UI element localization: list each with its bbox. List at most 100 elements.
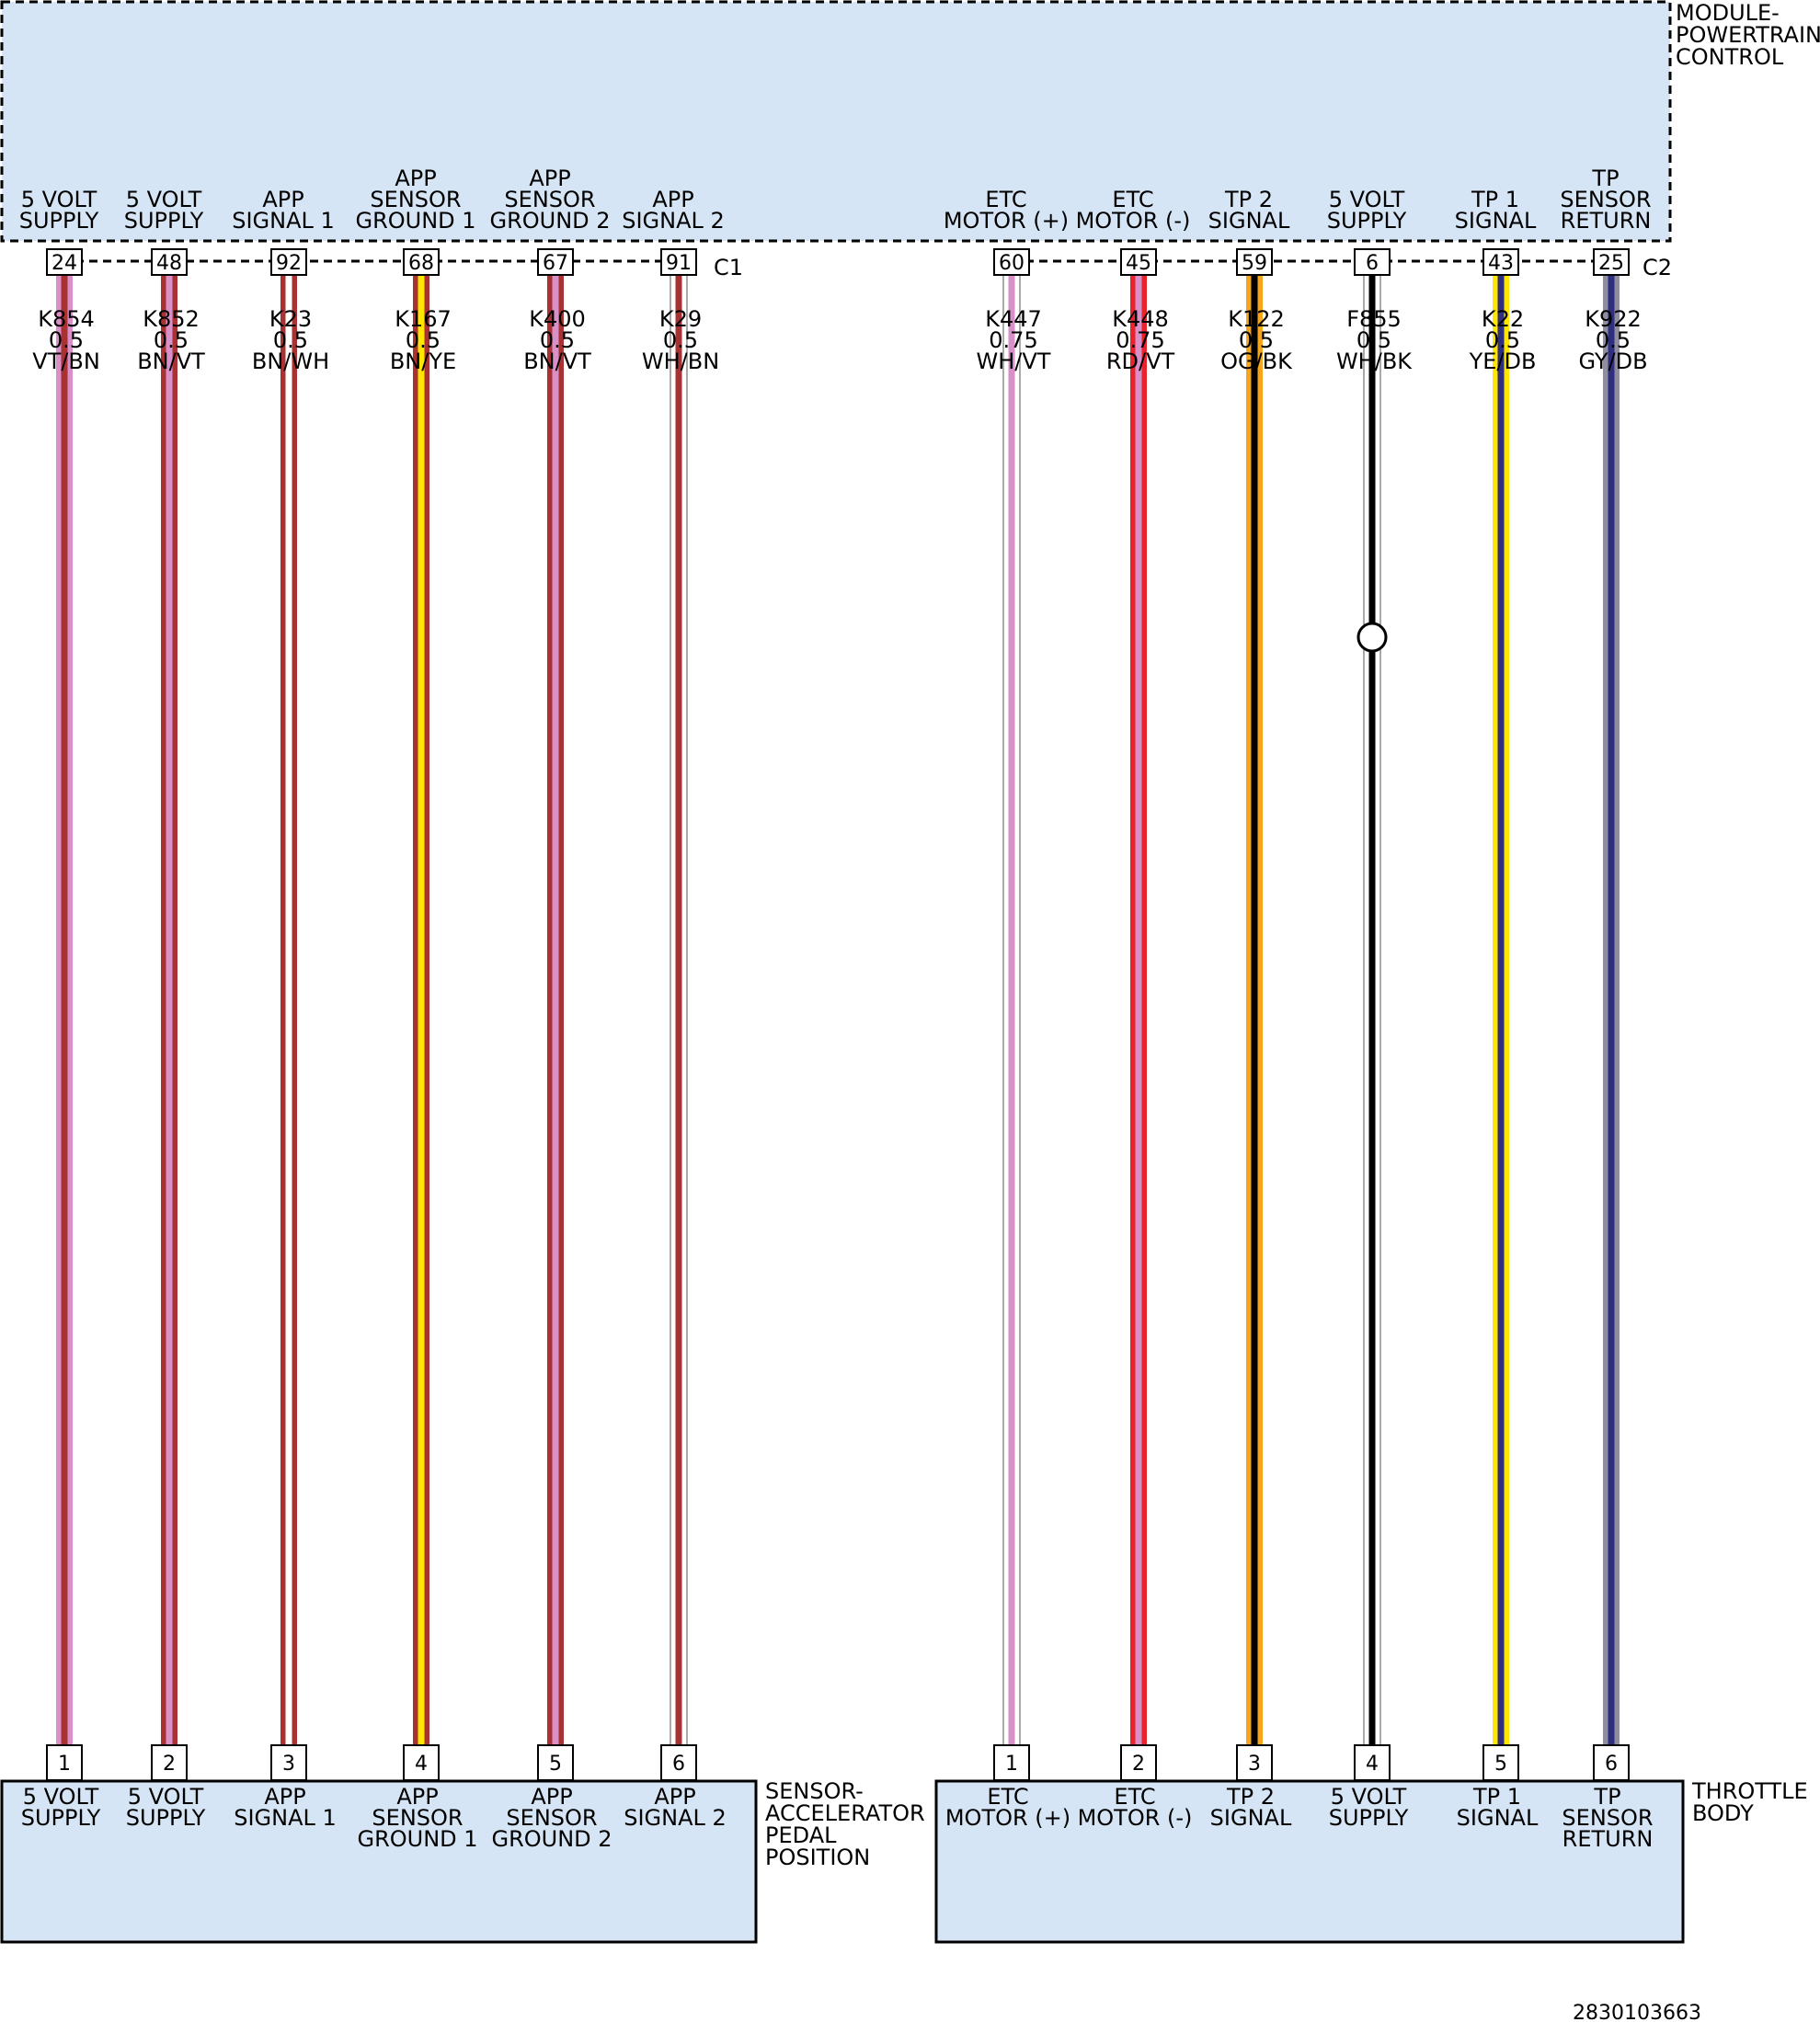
pcm-pin-box — [537, 248, 574, 276]
pcm-pin-label-line-2: SENSOR — [370, 187, 461, 212]
app-sensor-title-line-3: PEDAL — [765, 1822, 837, 1848]
pcm-pin-label-line-1: APP — [262, 187, 303, 212]
pcm-pin-label: TP 1 SIGNAL — [1455, 187, 1537, 234]
device-pin-label-line-2: SUPPLY — [21, 1805, 101, 1831]
device-pin-label: APP SENSOR GROUND 1 — [357, 1784, 477, 1852]
wire-info-line-1: K29 — [659, 306, 702, 332]
pcm-pin-label: ETC MOTOR (+) — [944, 187, 1069, 234]
wire-info-line-2: 0.5 — [1596, 327, 1631, 353]
wire-info-line-1: F855 — [1346, 306, 1402, 332]
device-pin-number: 6 — [1605, 1753, 1618, 1776]
device-pin-label: TP SENSOR RETURN — [1562, 1784, 1653, 1852]
wire-info: K447 0.75 WH/VT — [977, 306, 1051, 374]
pcm-pin-number: 67 — [543, 252, 568, 275]
device-pin-box — [537, 1744, 574, 1781]
pcm-pin-label-line-1: APP — [652, 187, 693, 212]
wire-info-line-3: WH/BN — [642, 348, 719, 374]
device-pin-box — [660, 1744, 697, 1781]
device-pin-box — [270, 1744, 307, 1781]
wire-info-line-3: YE/DB — [1469, 348, 1537, 374]
pcm-pin-label-line-3: GROUND 1 — [355, 208, 475, 234]
wire-stripe — [1251, 274, 1258, 1745]
device-pin-number: 6 — [672, 1753, 685, 1776]
pcm-pin-number: 48 — [156, 252, 182, 275]
wire-info-line-3: GY/DB — [1578, 348, 1647, 374]
pcm-pin-box — [151, 248, 188, 276]
device-pin-label-line-2: SENSOR — [372, 1805, 463, 1831]
pcm-title: MODULE- POWERTRAIN CONTROL — [1676, 0, 1820, 70]
pcm-pin-box — [1120, 248, 1157, 276]
device-pin-label-line-1: APP — [396, 1784, 438, 1810]
device-pin-box — [1354, 1744, 1391, 1781]
device-pin-label: ETC MOTOR (+) — [945, 1784, 1070, 1831]
pcm-pin-box — [403, 248, 440, 276]
wire-info-line-3: BN/VT — [137, 348, 205, 374]
wire-stripe — [166, 274, 173, 1745]
circuit-f855: 6 5 VOLT SUPPLY F855 0.5 WH/BK 4 5 VOLT SUPPLY — [1327, 187, 1414, 1831]
device-pin-box — [151, 1744, 188, 1781]
wire-info-line-3: BN/WH — [252, 348, 329, 374]
pcm-pin-box — [270, 248, 307, 276]
pcm-pin-box — [1593, 248, 1630, 276]
app-sensor-title-line-2: ACCELERATOR — [765, 1800, 925, 1826]
wire-info-line-3: BN/YE — [390, 348, 456, 374]
device-pin-label: APP SIGNAL 2 — [624, 1784, 727, 1831]
wire-info-line-2: 0.5 — [663, 327, 698, 353]
device-pin-label-line-1: APP — [531, 1784, 572, 1810]
device-pin-number: 5 — [1494, 1753, 1507, 1776]
device-pin-label-line-2: SIGNAL — [1457, 1805, 1539, 1831]
wire-info: K400 0.5 BN/VT — [523, 306, 591, 374]
pcm-pin-box — [1236, 248, 1273, 276]
pcm-pin-number: 60 — [999, 252, 1024, 275]
device-pin-label: 5 VOLT SUPPLY — [1329, 1784, 1409, 1831]
device-pin-label-line-3: GROUND 2 — [491, 1826, 612, 1852]
device-pin-label-line-2: MOTOR (+) — [945, 1805, 1070, 1831]
device-pin-box — [1236, 1744, 1273, 1781]
wire-info-line-1: K852 — [143, 306, 200, 332]
device-pin-number: 4 — [1366, 1753, 1379, 1776]
pcm-pin-label-line-1: 5 VOLT — [126, 187, 202, 212]
pcm-pin-label-line-1: APP — [395, 166, 436, 191]
device-pin-label-line-2: SIGNAL 2 — [624, 1805, 727, 1831]
pcm-pin-box — [1354, 248, 1391, 276]
device-pin-label: 5 VOLT SUPPLY — [126, 1784, 206, 1831]
device-pin-label-line-1: APP — [654, 1784, 695, 1810]
pcm-pin-label: 5 VOLT SUPPLY — [1327, 187, 1407, 234]
device-pin-label-line-1: 5 VOLT — [23, 1784, 99, 1810]
wire-info: F855 0.5 WH/BK — [1336, 306, 1413, 374]
device-pin-label-line-2: SIGNAL 1 — [234, 1805, 337, 1831]
pcm-pin-label: 5 VOLT SUPPLY — [19, 187, 99, 234]
pcm-pin-label-line-1: ETC — [1112, 187, 1153, 212]
wire-info-line-1: K854 — [38, 306, 95, 332]
pcm-pin-label-line-2: SIGNAL 2 — [622, 208, 725, 234]
device-pin-label-line-1: TP — [1593, 1784, 1620, 1810]
wire-stripe — [418, 274, 425, 1745]
wire-info-line-2: 0.75 — [1116, 327, 1164, 353]
wire-info-line-1: K922 — [1585, 306, 1642, 332]
pcm-pin-label-line-2: SIGNAL — [1208, 208, 1290, 234]
device-pin-label-line-2: SENSOR — [506, 1805, 597, 1831]
pcm-title-line-1: MODULE- — [1676, 0, 1780, 26]
wire-stripe — [1008, 274, 1015, 1745]
pcm-pin-label: ETC MOTOR (-) — [1076, 187, 1191, 234]
wire-info-line-3: BN/VT — [523, 348, 591, 374]
wire-info-line-2: 0.5 — [1485, 327, 1520, 353]
pcm-pin-label-line-2: SUPPLY — [124, 208, 204, 234]
wire-info: K122 0.5 OG/BK — [1220, 306, 1293, 374]
device-pin-box — [1120, 1744, 1157, 1781]
wire-info-line-2: 0.5 — [273, 327, 308, 353]
pcm-pin-box — [993, 248, 1030, 276]
device-pin-number: 5 — [549, 1753, 562, 1776]
device-pin-label-line-1: TP 2 — [1226, 1784, 1275, 1810]
pcm-pin-box — [46, 248, 83, 276]
throttle-body-box — [934, 1779, 1685, 1944]
device-pin-label: TP 2 SIGNAL — [1210, 1784, 1292, 1831]
pcm-pin-label-line-1: TP 1 — [1471, 187, 1519, 212]
wire-info-line-3: WH/BK — [1336, 348, 1413, 374]
wire-info-line-2: 0.5 — [49, 327, 84, 353]
pcm-pin-number: 6 — [1366, 252, 1379, 275]
